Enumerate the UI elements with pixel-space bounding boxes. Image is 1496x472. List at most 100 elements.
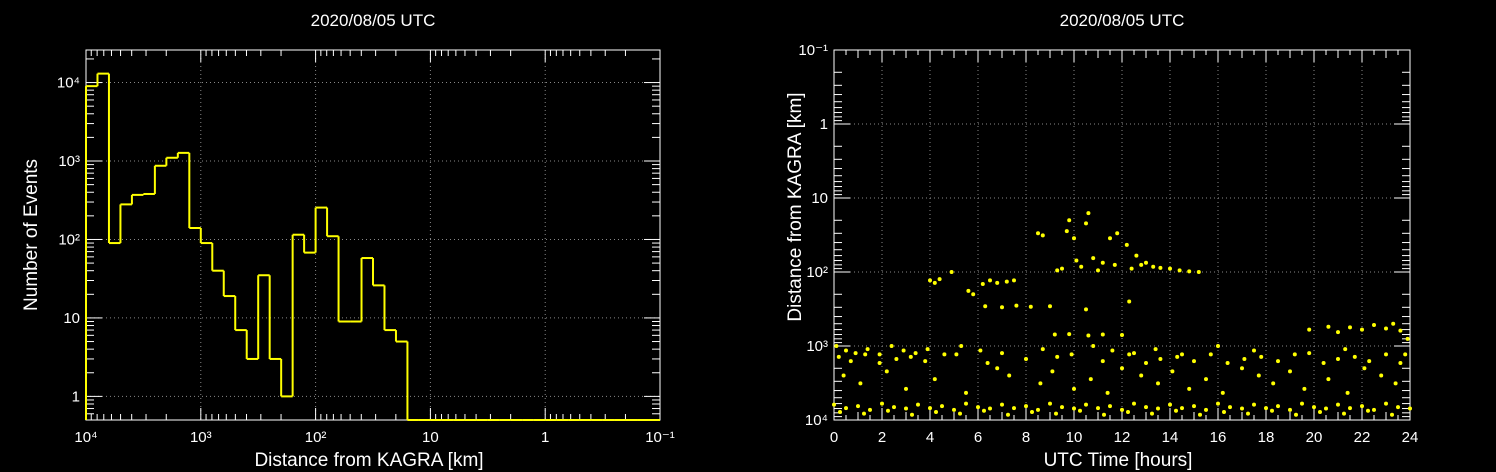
scatter-point [1259,354,1264,359]
y-tick-label: 10⁴ [57,75,80,92]
y-axis-title: Distance from KAGRA [km] [785,92,806,321]
scatter-point [1174,408,1178,413]
x-tick-label: 24 [1402,429,1419,446]
scatter-point [1067,218,1072,223]
scatter-point [1204,407,1208,412]
x-tick-label: 14 [1162,429,1179,446]
x-tick-label: 4 [926,429,934,446]
scatter-point [1345,390,1350,395]
scatter-point [949,270,954,274]
scatter-point [1326,377,1331,382]
scatter-point [1048,401,1052,406]
scatter-point [1096,268,1100,273]
scatter-point [904,386,908,391]
scatter-point [1129,266,1134,271]
scatter-point [1144,361,1148,366]
scatter-point [1153,347,1158,352]
scatter-point [932,377,937,382]
scatter-point [971,292,976,297]
scatter-point [1336,402,1340,407]
scatter-point [1014,303,1019,308]
scatter-point [1127,299,1132,304]
x-tick-label: 1 [541,429,549,446]
scatter-point [1175,354,1180,359]
y-tick-label: 10² [806,264,828,281]
scatter-point [1144,260,1148,265]
scatter-point [980,281,985,286]
scatter-point [1348,325,1352,330]
scatter-point [1050,369,1055,374]
scatter-point [1360,327,1364,332]
scatter-point [1024,357,1028,362]
scatter-point [1158,265,1163,270]
scatter-point [1216,401,1220,406]
chart-title: 2020/08/05 UTC [311,11,436,30]
scatter-point [1132,401,1136,406]
scatter-point [1055,268,1060,273]
scatter-point [937,277,942,282]
x-tick-label: 10 [422,429,439,446]
scatter-point [1288,369,1292,374]
scatter-point [1105,390,1110,395]
scatter-point [928,406,932,411]
scatter-point [1180,352,1184,357]
scatter-point [1326,324,1331,329]
scatter-point [1403,352,1408,357]
scatter-point [1024,404,1028,409]
scatter-point [1408,406,1412,411]
scatter-point [1072,406,1076,411]
scatter-point [1360,404,1364,409]
scatter-point [886,408,890,413]
scatter-point [1312,405,1316,410]
scatter-point [952,407,956,412]
scatter-point [1240,366,1244,371]
scatter-point [964,401,968,406]
scatter-point [1030,410,1034,415]
scatter-point [1040,233,1045,238]
scatter-point [1228,405,1232,410]
scatter-point [848,359,853,364]
scatter-point [1336,330,1340,335]
scatter-point [1204,377,1208,382]
scatter-point [1139,373,1144,378]
scatter-point [834,344,839,348]
scatter-point [1000,402,1004,407]
scatter-point [862,411,866,416]
scatter-point [832,402,836,407]
scatter-point [1064,229,1069,234]
scatter-point [1336,357,1340,362]
scatter-point [1052,332,1057,337]
scatter-point [1343,347,1348,352]
scatter-point [1036,231,1040,236]
scatter-point [1384,352,1388,357]
scatter-point [1276,404,1280,409]
scatter-point [1054,411,1058,416]
y-tick-label: 1 [72,388,80,405]
scatter-point [1120,407,1124,412]
scatter-point [1078,408,1082,413]
scatter-point [1192,404,1196,409]
scatter-point [1384,326,1388,331]
scatter-point [1132,351,1136,356]
scatter-point [1222,410,1226,415]
scatter-point [1115,231,1120,236]
scatter-point [1084,307,1088,312]
scatter-point [959,344,964,348]
scatter-point [1060,266,1064,271]
scatter-point [995,280,1000,285]
scatter-point [1198,412,1202,417]
scatter-point [838,410,842,415]
scatter-point [1246,411,1250,416]
scatter-point [1393,381,1398,386]
x-tick-label: 22 [1354,429,1371,446]
scatter-point [1084,402,1088,407]
scatter-point [1372,407,1376,412]
scatter-point [1242,357,1247,362]
scatter-point [1127,352,1132,357]
scatter-point [1067,332,1072,337]
scatter-point [982,408,986,413]
scatter-point [894,357,899,362]
scatter-point [880,401,884,406]
y-axis-title: Number of Events [21,159,42,311]
